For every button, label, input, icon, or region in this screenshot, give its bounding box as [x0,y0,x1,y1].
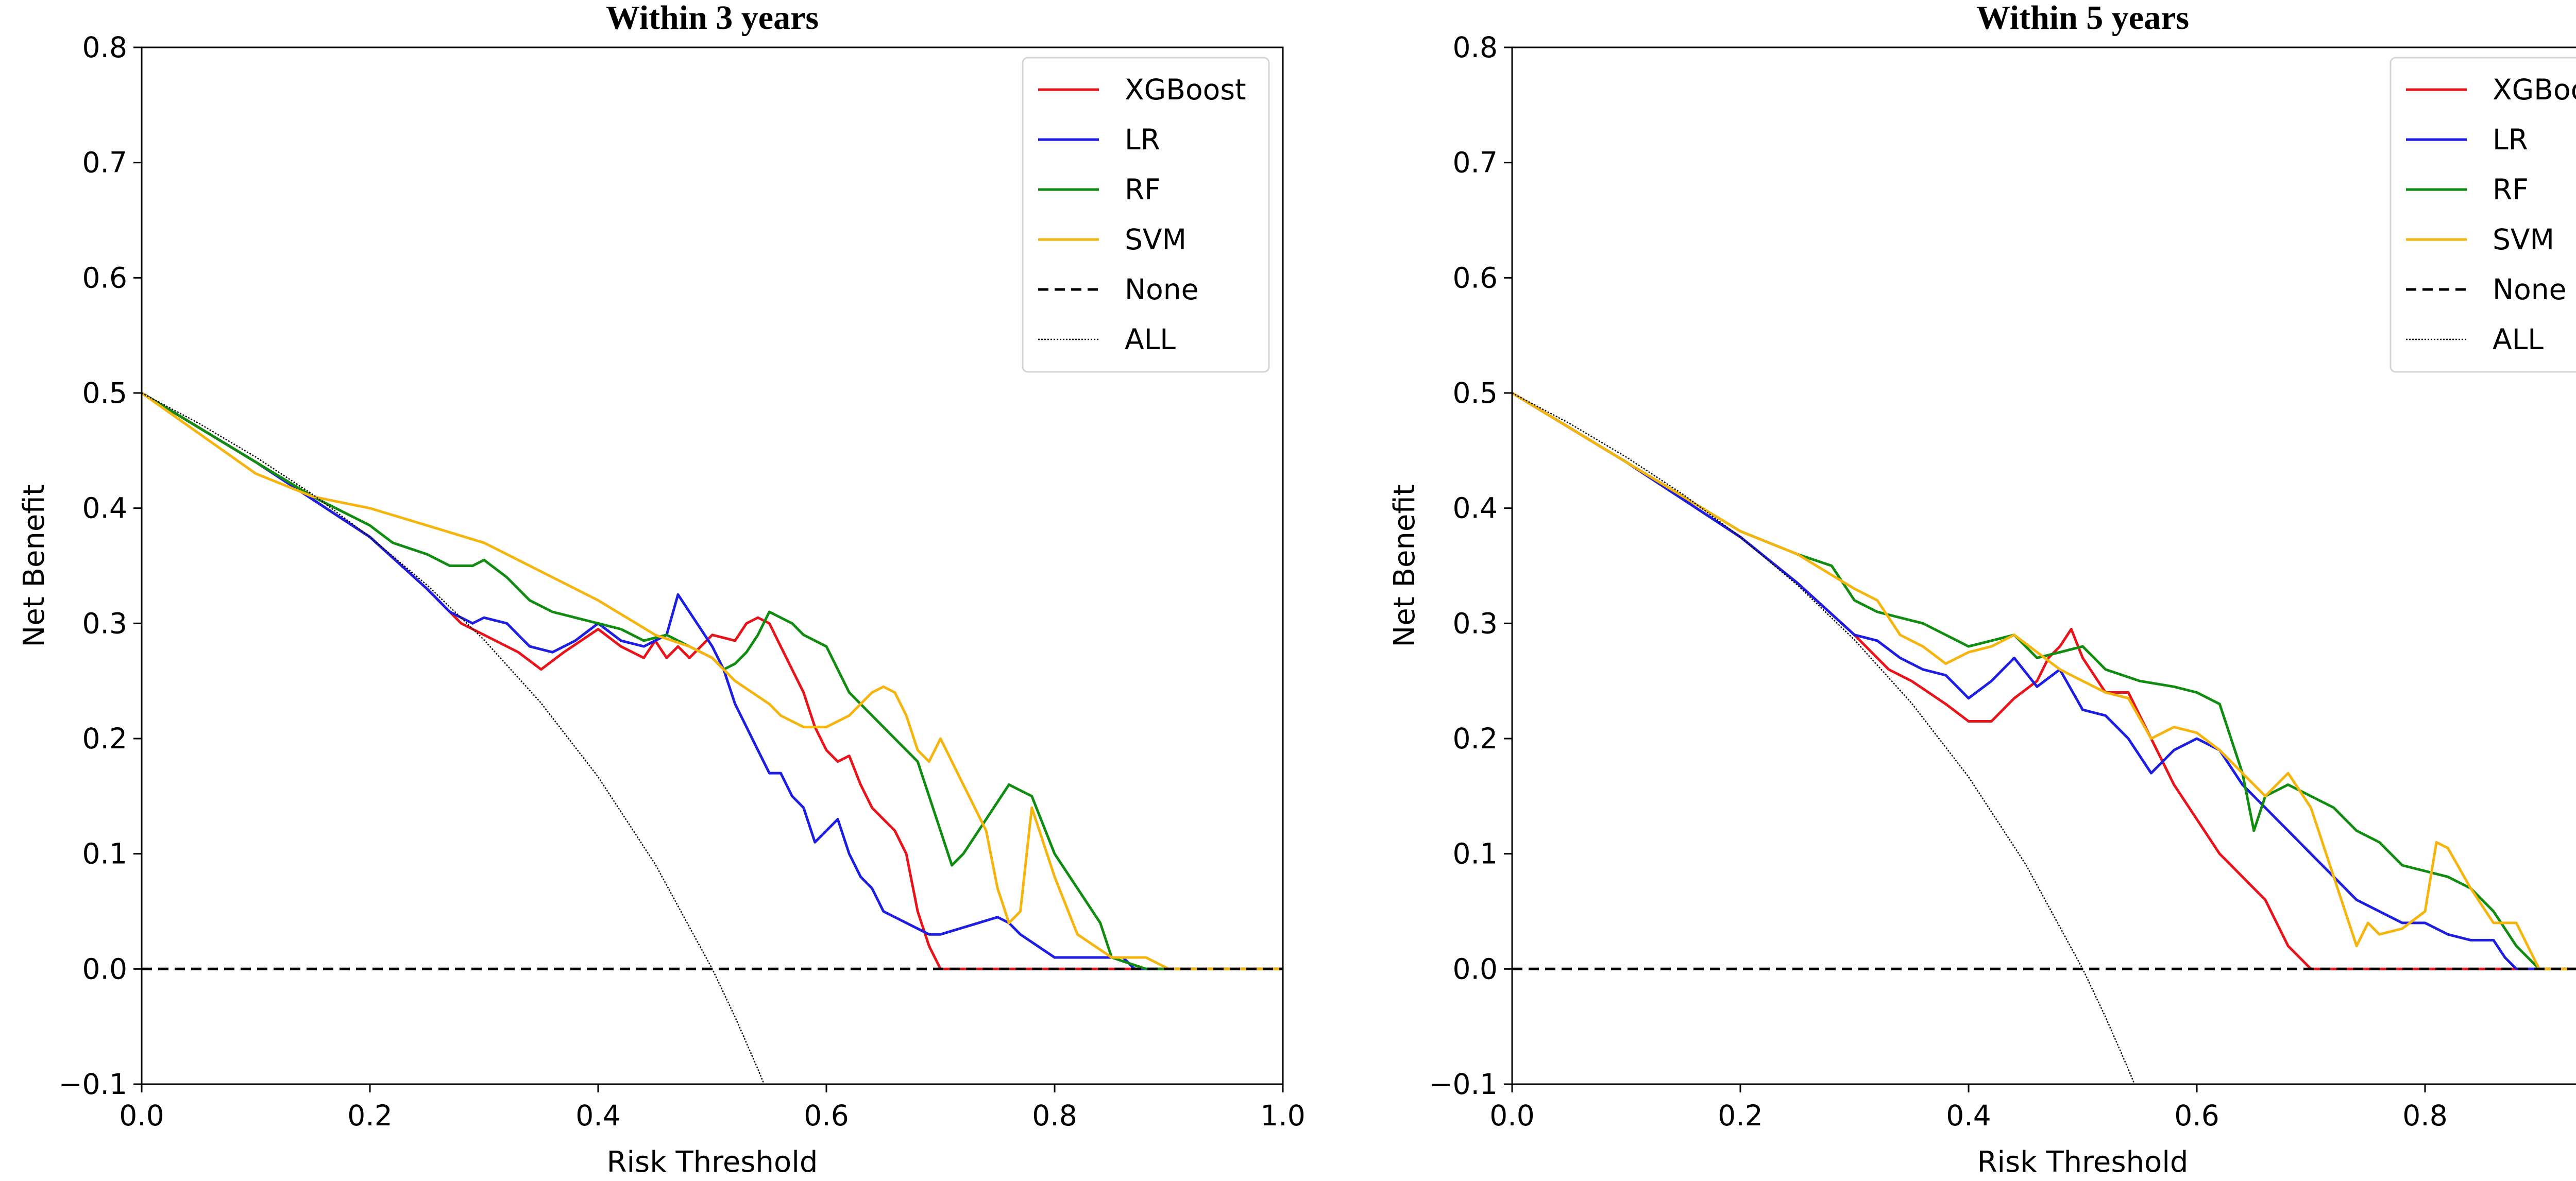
y-tick-label: 0.6 [1453,261,1498,294]
series-line-all [1512,392,2136,1084]
legend-label: LR [1125,123,1160,156]
y-tick-label: 0.0 [1453,952,1498,985]
y-tick-label: 0.3 [82,607,127,640]
y-tick-label: 0.8 [82,31,127,64]
legend-label: RF [1125,173,1161,206]
legend-label: None [2493,273,2567,306]
legend-box [2389,57,2576,373]
legend-item-none: None [2406,273,2567,306]
chart-within-3-years: 0.0 0.2 0.4 0.6 0.8 1.0−0.10.00.10.20.30.40.5… [18,0,1306,1179]
chart-within-5-years: 0.00.20.40.60.81.0−0.10.00.10.20.30.40.5… [1388,0,2576,1179]
y-tick-label: 0.5 [82,376,127,409]
legend-item-svm: SVM [1038,223,1187,256]
legend: XGBoost LR RF SVM None ALL [1022,57,1270,373]
y-tick-label: 0.7 [82,146,127,179]
y-tick-label: 0.1 [1453,837,1498,870]
legend-item-lr: LR [1038,123,1160,156]
y-tick-label: 0.4 [1453,492,1498,525]
y-tick-label: 0.5 [1453,376,1498,409]
legend-label: ALL [2493,323,2544,356]
x-axis-label: Risk Threshold [1977,1145,2189,1179]
series-line-rf [142,391,1283,970]
series-line-xgboost [1512,391,2576,970]
legend-label: XGBoost [1125,73,1246,106]
series-group [1512,391,2576,1084]
y-tick-label: 0.6 [82,261,127,294]
legend-item-all: ALL [2406,323,2544,356]
x-tick-label: 0.8 [1032,1099,1077,1132]
legend-item-lr: LR [2406,123,2528,156]
series-line-lr [142,391,1283,970]
y-tick-label: 0.1 [82,837,127,870]
legend: XGBoost LR RF SVM None ALL [2389,57,2576,373]
series-line-svm [142,391,1283,970]
chart-title: Within 3 years [606,0,819,37]
series-line-lr [1512,391,2576,970]
legend-label: SVM [2493,223,2554,256]
legend-label: None [1125,273,1199,306]
y-tick-label: 0.0 [82,952,127,985]
legend-item-rf: RF [1038,173,1161,206]
plot-frame [141,46,1284,1085]
x-tick-label: 0.4 [1946,1099,1991,1132]
y-tick-label: 0.2 [1453,722,1498,755]
series-line-all [142,392,765,1084]
legend-box [1022,57,1270,373]
y-tick-label: 0.8 [1453,31,1498,64]
legend-item-all: ALL [1038,323,1176,356]
chart-title: Within 5 years [1976,0,2189,37]
legend-label: LR [2493,123,2528,156]
x-tick-label: 1.0 [1260,1099,1305,1132]
y-tick-label: 0.4 [82,492,127,525]
legend-item-xgboost: XGBoost [1038,73,1246,106]
y-tick-label: −0.1 [58,1068,127,1101]
legend-label: RF [2493,173,2529,206]
x-tick-label: 0.0 [1489,1099,1534,1132]
y-tick-label: 0.2 [82,722,127,755]
y-tick-label: 0.3 [1453,607,1498,640]
series-line-svm [1512,391,2576,970]
y-tick-label: 0.7 [1453,146,1498,179]
x-tick-label: 0.6 [2174,1099,2219,1132]
y-tick-label: −0.1 [1429,1068,1498,1101]
y-axis-label: Net Benefit [1388,484,1421,647]
x-tick-label: 0.2 [347,1099,392,1132]
x-tick-label: 0.4 [575,1099,620,1132]
series-line-rf [1512,391,2576,970]
series-group [142,391,1283,1084]
x-axis-label: Risk Threshold [607,1145,818,1179]
y-axis-label: Net Benefit [18,484,51,647]
legend-label: XGBoost [2493,73,2576,106]
x-tick-label: 0.8 [2402,1099,2447,1132]
legend-label: ALL [1125,323,1176,356]
series-line-xgboost [142,391,1283,970]
legend-item-xgboost: XGBoost [2406,73,2576,106]
x-tick-label: 0.2 [1718,1099,1762,1132]
legend-label: SVM [1125,223,1187,256]
x-tick-label: 0.0 [119,1099,164,1132]
legend-item-none: None [1038,273,1199,306]
legend-item-rf: RF [2406,173,2529,206]
plot-frame [1511,46,2576,1085]
x-tick-label: 0.6 [804,1099,849,1132]
legend-item-svm: SVM [2406,223,2554,256]
